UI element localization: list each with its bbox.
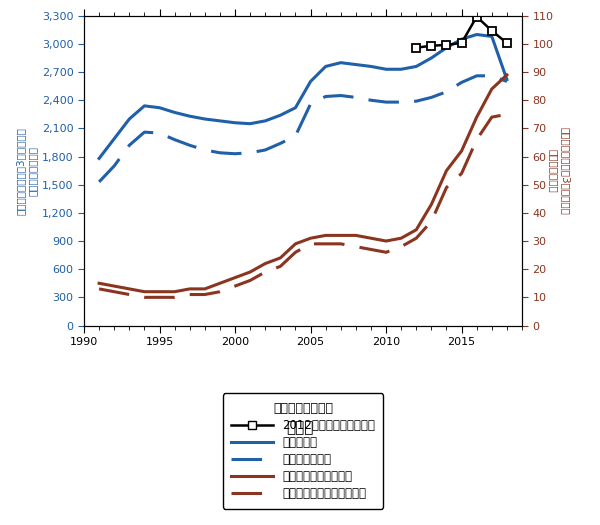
Legend: 2012年以降の生息域全域, 本土個体群, 本土独立個体群, サンニコラス島個体群, サンニコラス島独立個体群: 2012年以降の生息域全域, 本土個体群, 本土独立個体群, サンニコラス島個体… [223, 393, 383, 509]
Y-axis label: ラッコの個体数（3年平均値）
本土／生息域全域: ラッコの個体数（3年平均値） 本土／生息域全域 [16, 127, 38, 215]
Text: 凡　例: 凡 例 [286, 421, 314, 435]
Y-axis label: ラッコの個体数（3年平均値）
サンニコラス島: ラッコの個体数（3年平均値） サンニコラス島 [548, 127, 570, 215]
